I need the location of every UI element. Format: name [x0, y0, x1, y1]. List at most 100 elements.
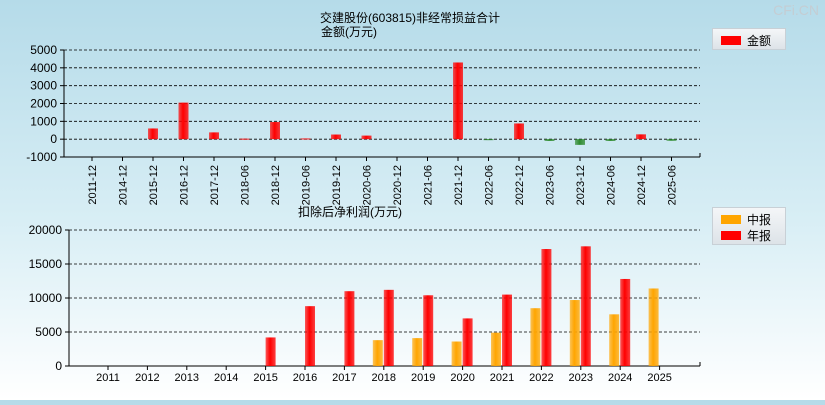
legend-label-interim: 中报	[747, 212, 772, 227]
chart1-bar	[636, 134, 646, 140]
chart1-x-tick-label: 2020-12	[392, 165, 404, 205]
chart1-y-tick-label: 3000	[30, 79, 57, 93]
chart1-bar	[331, 134, 341, 140]
chart1-x-tick-label: 2022-06	[484, 165, 496, 205]
legend-item-annual: 年报	[713, 227, 785, 243]
chart2-bar-annual	[423, 295, 434, 366]
chart1-bar	[361, 135, 372, 140]
chart1-bar	[148, 128, 158, 140]
chart2-bar-interim	[648, 288, 659, 366]
chart2-x-tick-label: 2011	[96, 372, 120, 384]
chart2-bar-interim	[609, 314, 620, 366]
chart1-x-tick-label: 2017-12	[209, 165, 221, 205]
chart1-x-tick-label: 2025-06	[667, 165, 679, 205]
chart1-bar	[483, 139, 494, 141]
chart1-x-tick-label: 2024-06	[606, 165, 618, 205]
chart1-y-tick-label: 4000	[30, 61, 57, 75]
chart2-bar-annual	[462, 318, 473, 366]
chart1-bar	[544, 139, 555, 141]
chart1-y-tick-label: 1000	[30, 114, 57, 128]
chart2-bar-annual	[344, 291, 355, 366]
chart2-bar-interim	[372, 340, 383, 366]
chart2-bar-annual	[265, 337, 276, 366]
chart2-bar-annual	[383, 289, 394, 366]
chart1-bar	[666, 139, 677, 141]
chart2-x-tick-label: 2019	[411, 372, 435, 384]
chart1-bar	[270, 122, 280, 140]
chart1-y-tick-label: 5000	[30, 43, 57, 57]
chart1-y-tick-label: 0	[50, 132, 57, 146]
chart2-x-tick-label: 2025	[647, 372, 671, 384]
chart1-x-tick-label: 2022-12	[514, 165, 526, 205]
chart1-y-tick-label: -1000	[26, 150, 57, 164]
chart2-bar-annual	[580, 246, 591, 366]
chart2-bar-annual	[620, 278, 631, 366]
chart1-x-tick-label: 2016-12	[179, 165, 191, 205]
chart1-bar	[178, 102, 189, 140]
chart2-x-tick-label: 2023	[569, 372, 593, 384]
chart2-bar-interim	[569, 300, 580, 366]
chart2-x-tick-label: 2022	[529, 372, 553, 384]
chart1-x-tick-label: 2015-12	[148, 165, 160, 205]
chart2-x-tick-label: 2018	[372, 372, 396, 384]
chart1-y-tick-label: 2000	[30, 97, 57, 111]
chart2-y-tick-label: 15000	[29, 257, 63, 271]
chart2-y-tick-label: 5000	[35, 325, 62, 339]
chart1-bar	[453, 62, 463, 140]
chart1-x-tick-label: 2018-12	[270, 165, 282, 205]
chart2-x-tick-label: 2017	[332, 372, 356, 384]
chart2-bar-annual	[541, 249, 552, 366]
chart1-x-tick-label: 2011-12	[87, 165, 99, 205]
chart2-x-tick-label: 2024	[608, 372, 632, 384]
chart1-x-tick-label: 2020-06	[362, 165, 374, 205]
chart2-x-tick-label: 2016	[293, 372, 317, 384]
chart2-x-tick-label: 2021	[490, 372, 514, 384]
legend-label-amount: 金额	[747, 33, 772, 48]
chart1-x-tick-label: 2024-12	[636, 165, 648, 205]
legend-label-annual: 年报	[747, 228, 772, 243]
chart1-legend: 金额	[712, 28, 786, 50]
legend-item-amount: 金额	[713, 32, 785, 48]
chart2-bar-interim	[412, 338, 423, 366]
chart1-plot: 5000 4000 3000 2000 1000 0 -1000 2011-12 2014-12…	[26, 43, 701, 205]
chart2-x-tick-label: 2014	[214, 372, 238, 384]
chart2-y-tick-label: 20000	[29, 223, 63, 237]
chart1-bar	[300, 138, 311, 140]
chart2-x-tick-label: 2020	[450, 372, 474, 384]
chart1-x-tick-label: 2018-06	[240, 165, 252, 205]
chart2-x-tick-label: 2015	[253, 372, 277, 384]
chart2-x-tick-label: 2012	[135, 372, 159, 384]
watermark-logo: CFi.CN	[773, 2, 819, 18]
chart2-bar-annual	[502, 294, 512, 366]
legend-swatch-amount	[721, 35, 741, 45]
chart1-x-tick-label: 2021-06	[423, 165, 435, 205]
legend-swatch-annual	[721, 230, 741, 240]
chart1-title: 交建股份(603815)非经常损益合计	[320, 10, 500, 25]
chart1-x-tick-label: 2019-12	[331, 165, 343, 205]
chart2-bar-annual	[305, 306, 315, 366]
chart1-bar	[575, 139, 585, 145]
chart2-legend: 中报 年报	[712, 207, 786, 245]
chart2-bar-interim	[451, 341, 462, 366]
chart1-bar	[239, 138, 250, 140]
chart2-bar-interim	[491, 332, 501, 366]
legend-item-interim: 中报	[713, 211, 785, 227]
chart2-x-tick-label: 2013	[175, 372, 199, 384]
chart1-bar	[209, 132, 219, 140]
chart1-x-tick-label: 2021-12	[453, 165, 465, 205]
legend-swatch-interim	[721, 214, 741, 224]
chart1-x-tick-label: 2014-12	[118, 165, 130, 205]
chart2-bar-interim	[530, 308, 541, 366]
chart1-x-tick-label: 2019-06	[301, 165, 313, 205]
chart2-y-tick-label: 0	[55, 359, 62, 373]
chart1-bar	[514, 123, 524, 140]
chart2-y-tick-label: 10000	[29, 291, 63, 305]
chart1-subtitle: 金额(万元)	[321, 24, 377, 39]
chart1-x-tick-label: 2023-12	[575, 165, 587, 205]
chart1-x-tick-label: 2023-06	[545, 165, 557, 205]
chart1-bar	[605, 139, 616, 141]
chart2-plot: 20000 15000 10000 5000 0 2011 2012 2013 2014 2015…	[29, 223, 701, 384]
chart2-title: 扣除后净利润(万元)	[298, 204, 402, 219]
